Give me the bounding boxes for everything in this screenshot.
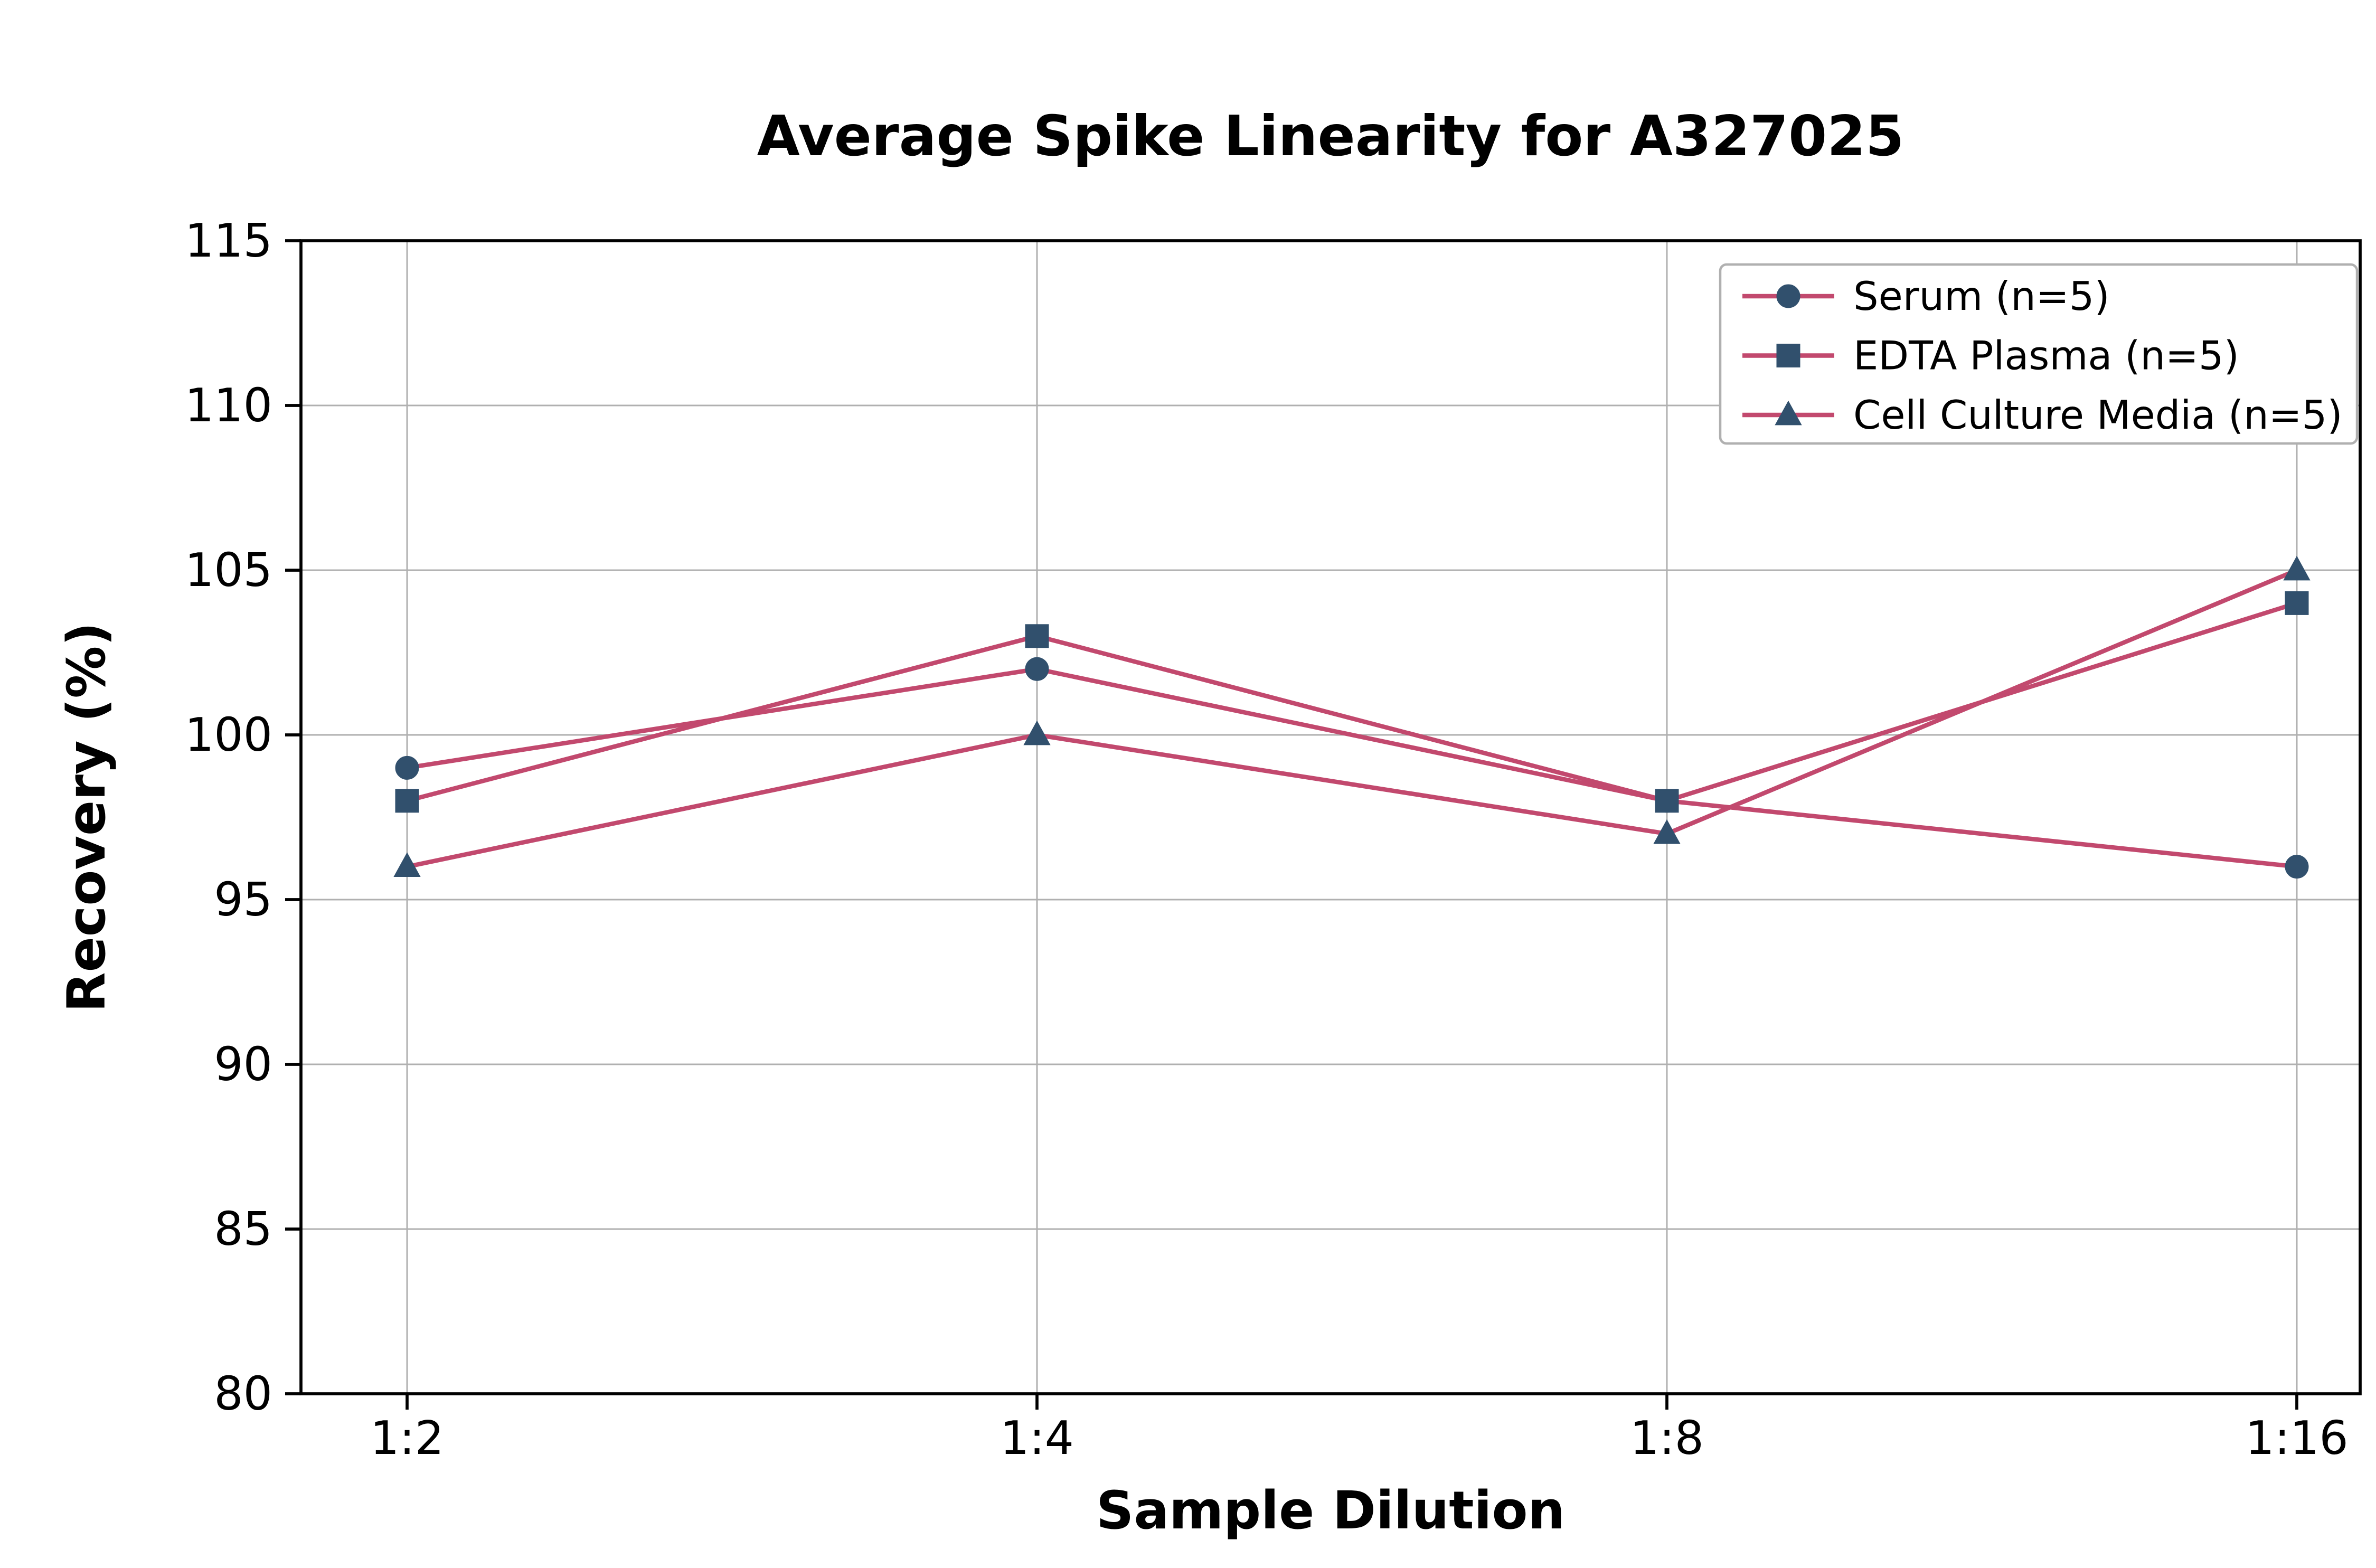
- axes-spines: [299, 239, 2362, 1395]
- svg-text:1:8: 1:8: [1630, 1411, 1704, 1465]
- tick-labels: 80 85 90 95 100 105 110 115 1:2 1:4 1:8 1:16: [185, 214, 2349, 1465]
- svg-text:1:16: 1:16: [2245, 1411, 2348, 1465]
- svg-text:1:2: 1:2: [370, 1411, 444, 1465]
- x-axis-label: Sample Dilution: [1096, 1480, 1565, 1541]
- chart-title: Average Spike Linearity for A327025: [757, 104, 1904, 168]
- y-axis-label: Recovery (%): [56, 622, 117, 1012]
- svg-text:EDTA Plasma (n=5): EDTA Plasma (n=5): [1853, 333, 2239, 379]
- series-cell-culture-media-n-5: [393, 555, 2311, 877]
- svg-text:1:4: 1:4: [1000, 1411, 1074, 1465]
- svg-text:115: 115: [185, 214, 272, 268]
- svg-text:Serum (n=5): Serum (n=5): [1853, 273, 2110, 319]
- svg-text:110: 110: [185, 379, 272, 432]
- svg-text:100: 100: [185, 708, 272, 762]
- svg-text:95: 95: [214, 873, 272, 927]
- svg-text:Cell Culture Media (n=5): Cell Culture Media (n=5): [1853, 392, 2343, 438]
- svg-text:90: 90: [214, 1037, 272, 1091]
- svg-text:85: 85: [214, 1202, 272, 1256]
- svg-text:80: 80: [214, 1367, 272, 1421]
- svg-text:105: 105: [185, 543, 272, 597]
- legend: Serum (n=5) EDTA Plasma (n=5) Cell Culture…: [1719, 263, 2359, 445]
